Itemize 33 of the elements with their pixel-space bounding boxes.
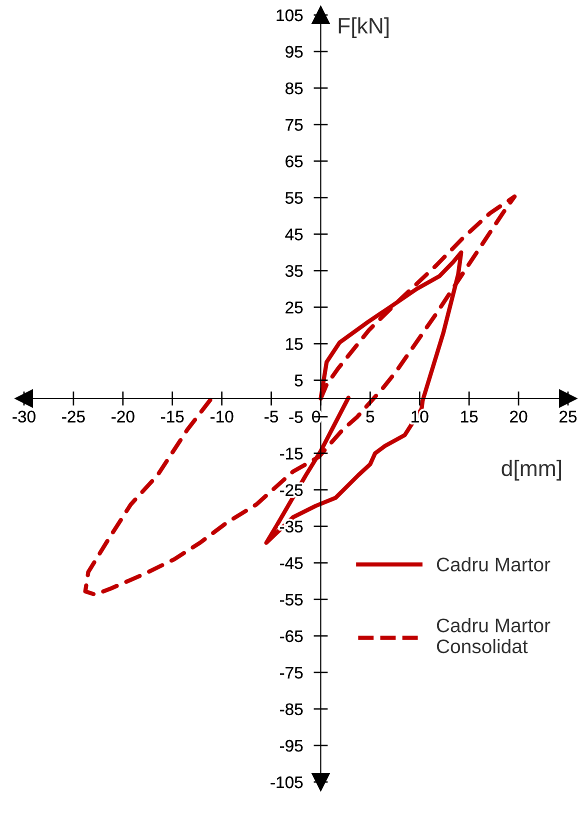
y-tick-label: 95 <box>286 46 303 58</box>
y-tick-label: 45 <box>285 228 303 240</box>
y-tick-label: 75 <box>286 119 303 131</box>
x-tick-label: -30 <box>12 410 36 423</box>
x-tick-label: -20 <box>112 410 134 423</box>
y-tick-label: -65 <box>280 630 303 642</box>
x-tick-label: -5 <box>264 410 278 423</box>
x-tick-label: 5 <box>366 410 374 423</box>
y-tick-label: -95 <box>280 740 303 752</box>
y-tick-label: 105 <box>276 9 303 22</box>
y-tick-label: -45 <box>280 557 303 570</box>
y-tick-label: 5 <box>294 374 303 386</box>
x-tick-label: 20 <box>510 410 528 423</box>
y-tick-label: -55 <box>280 594 303 606</box>
y-tick-label: -105 <box>270 776 303 788</box>
y-tick-label: -75 <box>280 667 303 679</box>
x-tick-label: -25 <box>62 410 85 423</box>
x-tick-label: 15 <box>461 410 478 423</box>
x-tick-label: -10 <box>210 410 234 423</box>
y-tick-label: -15 <box>280 448 303 460</box>
x-axis-title: d[mm] <box>502 460 561 481</box>
y-tick-label: -85 <box>280 703 303 716</box>
y-tick-label: 65 <box>286 155 303 168</box>
y-tick-label: 55 <box>285 192 303 204</box>
x-tick-label: -15 <box>161 410 184 423</box>
legend-label: Cadru Martor <box>436 557 550 572</box>
y-tick-label: 25 <box>286 302 303 314</box>
y-tick-label: 35 <box>285 265 303 277</box>
y-tick-label: 85 <box>286 82 303 94</box>
legend-label: Cadru Martor Consolidat <box>436 618 550 654</box>
y-axis-title: F[kN] <box>338 17 389 38</box>
x-tick-label: 25 <box>560 410 577 423</box>
y-tick-label: 15 <box>286 338 303 350</box>
